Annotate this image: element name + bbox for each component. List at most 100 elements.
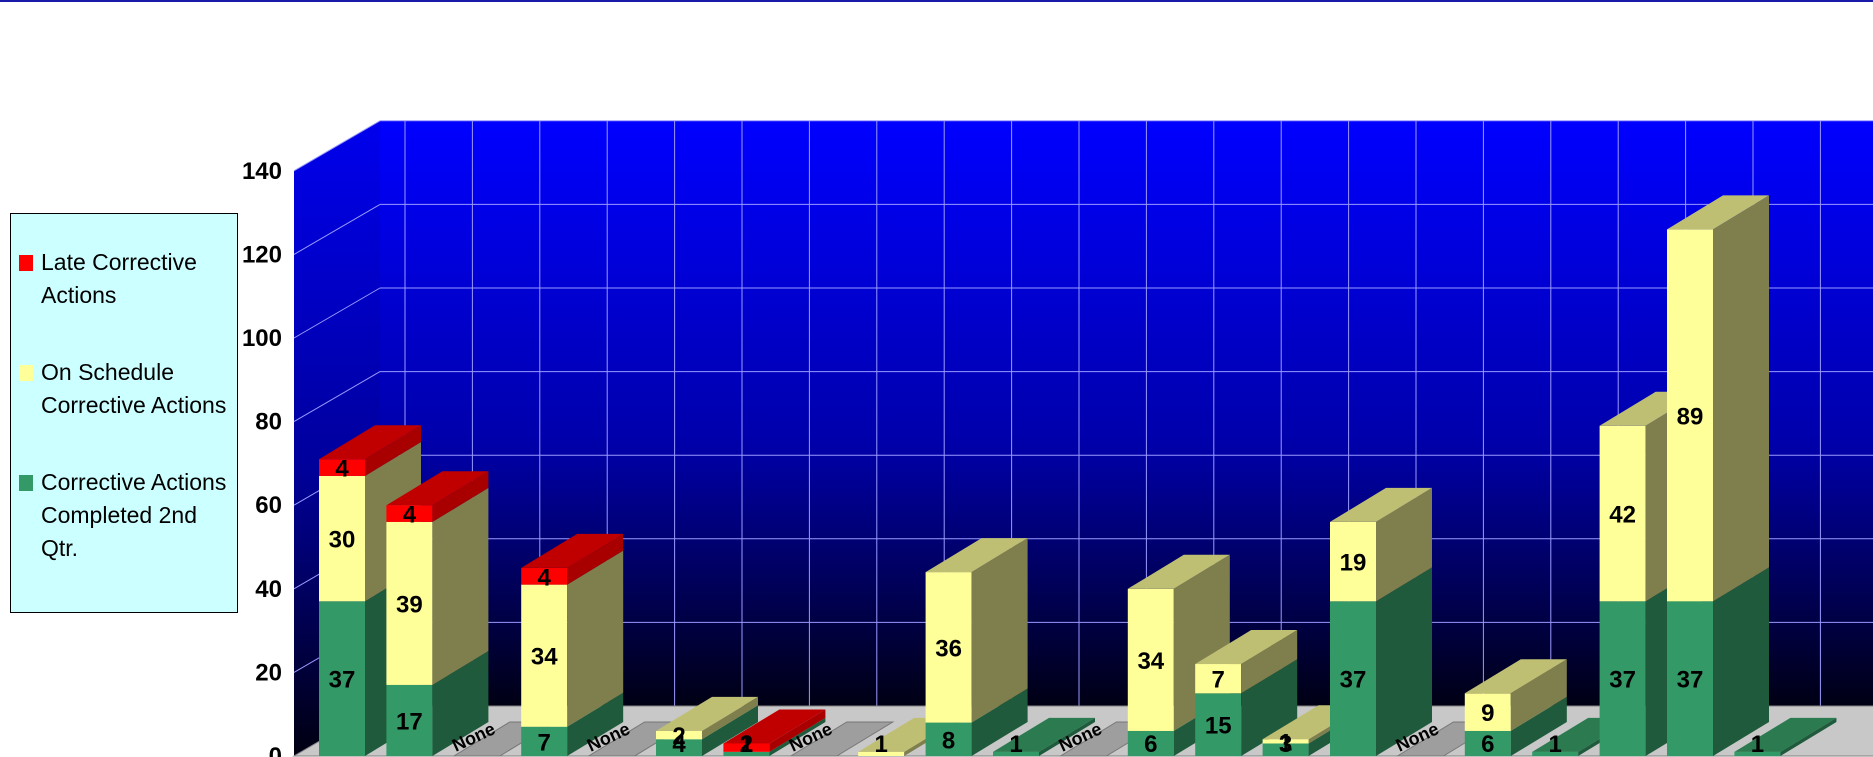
bar-top-face (386, 471, 489, 506)
empty-bar-base (789, 721, 895, 757)
bar-stack: 17 39 4 (386, 471, 489, 756)
bar-segment-side (432, 487, 489, 685)
bar-segment (319, 475, 365, 602)
bar-segment (1195, 664, 1242, 694)
bar-segment (319, 601, 365, 756)
data-label: 7 (1212, 667, 1225, 694)
bar-top-face (993, 717, 1095, 752)
bar-segment-side (702, 696, 758, 740)
bar-segment (723, 743, 770, 752)
data-label: 19 (1340, 550, 1367, 577)
data-label: 17 (396, 708, 423, 735)
bar-stack: 12 (723, 709, 826, 757)
bar-stack: 37 89 (1667, 195, 1769, 756)
bar-segment (521, 726, 568, 756)
data-label: 89 (1677, 403, 1704, 430)
bar-segment-side (971, 688, 1028, 756)
data-label: 1 (1751, 731, 1764, 757)
bar-segment (993, 751, 1039, 756)
top-border-line (0, 0, 1873, 2)
bar-segment (1330, 601, 1376, 756)
bar-segment-side (567, 692, 624, 756)
legend-label-on-schedule: On Schedule Corrective Actions (41, 359, 227, 418)
data-label: 6 (1481, 731, 1494, 757)
bar-segment (1532, 751, 1579, 756)
y-tick-label: 120 (242, 241, 282, 268)
data-label: 39 (396, 591, 423, 618)
bar-segment-side (702, 705, 758, 756)
bar-segment-side (567, 533, 624, 585)
data-label: 1 (1279, 729, 1292, 756)
bar-segment-side (1376, 487, 1432, 602)
bar-top-face (1195, 630, 1298, 665)
bar-stack: 37 19 (1330, 487, 1432, 756)
bar-top-face (1127, 554, 1230, 589)
bar-segment-side (1241, 659, 1298, 756)
bar-segment-side (432, 471, 489, 522)
bar-segment (1195, 693, 1242, 756)
bar-segment-side (365, 425, 421, 476)
data-label: 2 (672, 723, 685, 750)
bar-segment-side (971, 538, 1028, 723)
bar-segment-side (1780, 717, 1837, 756)
bar-segment (521, 567, 568, 585)
y-tick-label: 100 (242, 325, 282, 352)
data-label: 8 (942, 727, 955, 754)
data-label: 42 (1609, 502, 1636, 529)
bar-segment (1599, 425, 1646, 602)
gridline-side (293, 120, 381, 172)
data-label: 3 (1279, 731, 1292, 757)
bar-segment (386, 684, 433, 756)
data-label: 1 (1009, 731, 1022, 757)
bar-stack: 15 7 (1195, 630, 1298, 756)
bar-segment (1667, 601, 1713, 756)
data-label: 37 (1677, 667, 1704, 694)
data-label: 4 (672, 731, 686, 757)
bar-stack: 1 (1734, 717, 1837, 757)
y-tick-label: 80 (255, 409, 282, 436)
bar-segment (1464, 693, 1511, 731)
legend-label-late: Late Corrective Actions (41, 249, 197, 308)
bar-segment (1464, 730, 1511, 756)
data-label: 37 (1609, 667, 1636, 694)
back-wall (380, 120, 1873, 706)
bar-segment (858, 751, 905, 756)
bar-segment (925, 572, 972, 723)
data-label: 36 (935, 635, 962, 662)
bar-segment (521, 584, 568, 727)
bar-segment (1262, 743, 1309, 756)
legend-label-completed: Corrective Actions Completed 2nd Qtr. (41, 469, 227, 561)
bar-segment (723, 751, 770, 756)
bar-top-face (1464, 659, 1567, 694)
bar-top-face (1667, 195, 1769, 230)
bar-segment-side (1510, 659, 1567, 731)
data-label: 4 (403, 502, 417, 529)
bar-stack (789, 721, 895, 757)
data-label: 37 (1340, 667, 1367, 694)
bar-top-face (656, 696, 758, 731)
bar-segment-side (769, 709, 826, 752)
data-label: 1 (740, 731, 753, 757)
bar-stack: 42 (656, 696, 758, 757)
data-label: 4 (538, 564, 552, 591)
bar-segment-side (1510, 696, 1567, 756)
bar-top-face (521, 533, 624, 568)
gridline-side (293, 203, 381, 255)
data-label: 2 (740, 731, 753, 757)
bar-stack: 7 34 4 (521, 533, 624, 756)
bar-segment (656, 739, 702, 756)
bar-top-face (925, 538, 1028, 573)
bar-segment-side (1713, 195, 1769, 602)
bar-segment-side (432, 650, 489, 756)
bar-segment-side (1713, 567, 1769, 756)
bar-stack: 69 (1464, 659, 1567, 757)
bar-segment-side (1241, 630, 1298, 694)
gridline-side (293, 371, 381, 423)
legend-swatch-late (19, 255, 33, 271)
bar-segment-side (769, 717, 826, 756)
bar-segment (1127, 730, 1174, 756)
legend-swatch-on-schedule (19, 365, 33, 381)
bar-top-face (319, 425, 421, 460)
data-label: 30 (329, 527, 356, 554)
